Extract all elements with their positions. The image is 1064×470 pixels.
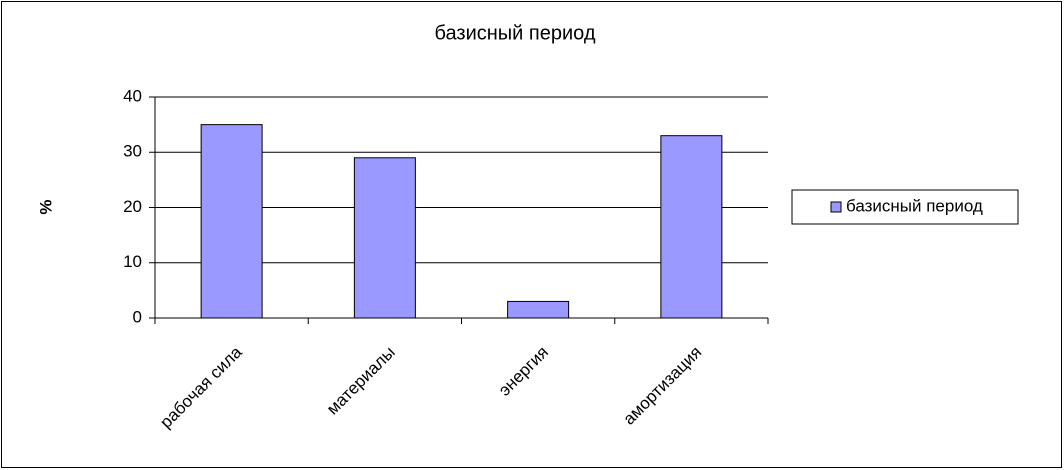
- y-tick-label: 40: [123, 86, 142, 105]
- bar: [200, 124, 263, 319]
- y-tick-label: 30: [123, 142, 142, 161]
- y-tick-label: 10: [123, 252, 142, 271]
- y-tick-label: 0: [133, 307, 142, 326]
- y-axis-label: %: [36, 199, 55, 214]
- bar: [660, 135, 723, 319]
- bar: [353, 157, 416, 319]
- legend-swatch: [830, 201, 842, 213]
- legend-label: базисный период: [846, 196, 983, 215]
- legend-box: [791, 189, 1019, 225]
- bar: [507, 300, 570, 319]
- chart-title: базисный период: [435, 22, 596, 44]
- y-tick-label: 20: [123, 197, 142, 216]
